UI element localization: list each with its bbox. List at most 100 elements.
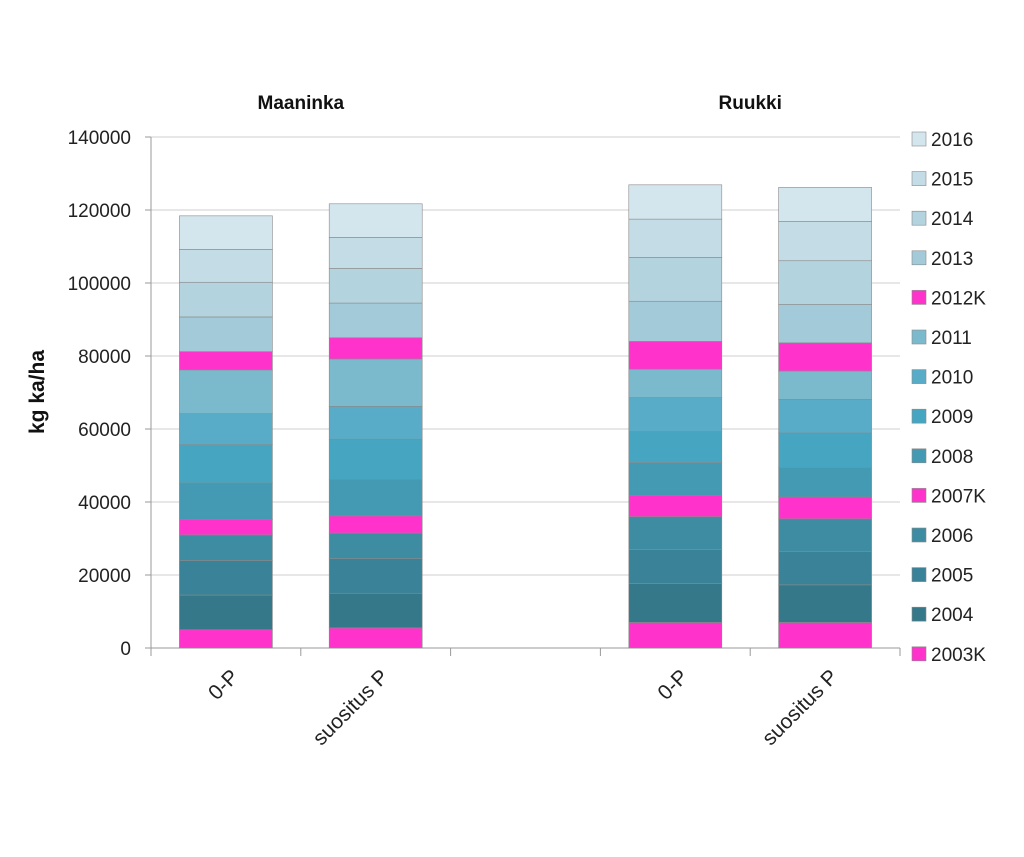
bar-segment-2013	[179, 316, 273, 352]
legend-label: 2013	[931, 249, 973, 270]
bar-segment-2012K	[628, 341, 723, 370]
bar-segment-2015	[328, 237, 423, 269]
legend-label: 2005	[931, 566, 973, 587]
legend-item: 2006	[911, 526, 973, 547]
legend-swatch	[911, 408, 927, 424]
bar-segment-2015	[778, 221, 872, 262]
legend-label: 2015	[931, 170, 973, 191]
legend-label: 2010	[931, 368, 973, 389]
legend-swatch	[911, 369, 927, 384]
bar-segment-2005	[179, 560, 273, 596]
legend-swatch	[911, 290, 927, 305]
bar-segment-2003K	[628, 622, 723, 649]
bar-segment-2016	[179, 215, 273, 250]
bar-segment-2014	[778, 260, 872, 305]
y-tick-label: 20000	[78, 566, 131, 587]
bar-segment-2004	[179, 594, 273, 631]
y-axis-label: kg ka/ha	[26, 350, 49, 434]
legend-label: 2016	[931, 130, 973, 151]
legend-label: 2014	[931, 209, 974, 230]
bar-segment-2009	[179, 444, 273, 484]
x-category-label: 0-P	[653, 665, 692, 704]
bar-segment-2012K	[179, 351, 273, 371]
legend-swatch	[911, 329, 927, 345]
legend-swatch	[911, 210, 927, 226]
bar-segment-2005	[328, 558, 423, 594]
legend-item: 2007K	[911, 486, 986, 507]
legend-swatch	[911, 567, 927, 582]
bar-segment-2010	[628, 397, 723, 432]
x-category-label: 0-P	[204, 665, 243, 704]
bar-segment-2014	[328, 268, 423, 304]
legend-swatch	[911, 131, 927, 147]
bar-stacks	[179, 184, 872, 649]
legend-item: 2004	[911, 605, 974, 626]
bar-segment-2008	[778, 467, 872, 498]
bar-segment-2015	[628, 218, 723, 258]
bar-segment-2012K	[328, 337, 423, 360]
bar-segment-2003K	[179, 629, 273, 649]
bar-segment-2016	[328, 203, 423, 238]
bar-segment-2003K	[328, 627, 423, 649]
legend-item: 2015	[911, 170, 973, 191]
legend-label: 2003K	[931, 645, 986, 666]
bar-segment-2006	[179, 534, 273, 561]
legend-swatch	[911, 646, 927, 662]
bar-segment-2013	[328, 302, 423, 339]
bar-segment-2014	[179, 281, 273, 318]
bar-segment-2007K	[778, 496, 872, 520]
bar-segment-2005	[778, 551, 872, 586]
legend-swatch	[911, 448, 927, 464]
bar-segment-2011	[778, 370, 872, 400]
y-tick-label: 120000	[68, 201, 131, 222]
bar-segment-2006	[628, 516, 723, 550]
bar-segment-2003K	[778, 622, 872, 649]
legend-item: 2013	[911, 249, 973, 270]
legend: 2016 2015 2014 2013 2012K 2011 2010 2009 2008 200…	[911, 130, 986, 666]
bar-segment-2012K	[778, 342, 872, 372]
bar-segment-2007K	[179, 519, 273, 536]
legend-swatch	[911, 488, 927, 503]
bar-segment-2010	[778, 399, 872, 434]
legend-item: 2010	[911, 368, 973, 389]
bar-segment-2010	[179, 413, 273, 445]
y-tick-label: 100000	[68, 274, 131, 295]
legend-label: 2007K	[931, 486, 986, 507]
y-tick-label: 140000	[68, 128, 131, 149]
y-tick-label: 0	[120, 639, 131, 660]
legend-label: 2011	[931, 328, 972, 349]
group-title: Ruukki	[719, 93, 782, 114]
legend-label: 2012K	[931, 288, 986, 309]
bar-segment-2013	[628, 300, 723, 342]
bar-segment-2007K	[328, 515, 423, 534]
bar-segment-2004	[328, 592, 423, 629]
legend-item: 2016	[911, 130, 973, 151]
bar-segment-2016	[628, 184, 723, 220]
bar-segment-2008	[328, 479, 423, 517]
bar-segment-2016	[778, 187, 872, 222]
y-tick-label: 40000	[78, 493, 131, 514]
bar-segment-2006	[778, 518, 872, 552]
bar-segment-2008	[179, 482, 273, 520]
legend-item: 2009	[911, 407, 973, 428]
bar-segment-2009	[778, 432, 872, 468]
bar-segment-2009	[328, 438, 423, 480]
group-title: Maaninka	[258, 93, 345, 114]
bar-segment-2014	[628, 257, 723, 302]
legend-swatch	[911, 527, 927, 543]
bar-segment-2011	[179, 369, 273, 414]
bar-segment-2007K	[628, 495, 723, 517]
x-category-label: suositus P	[308, 665, 393, 750]
bar-segment-2008	[628, 462, 723, 496]
legend-label: 2004	[931, 605, 974, 626]
bar-segment-2004	[628, 583, 723, 623]
legend-swatch	[911, 606, 927, 622]
bar-segment-2011	[628, 368, 723, 398]
bar-segment-2005	[628, 549, 723, 584]
legend-swatch	[911, 250, 927, 266]
bar-segment-2015	[179, 249, 273, 283]
x-category-label: suositus P	[758, 665, 843, 750]
legend-label: 2006	[931, 526, 973, 547]
y-tick-label: 80000	[78, 347, 131, 368]
